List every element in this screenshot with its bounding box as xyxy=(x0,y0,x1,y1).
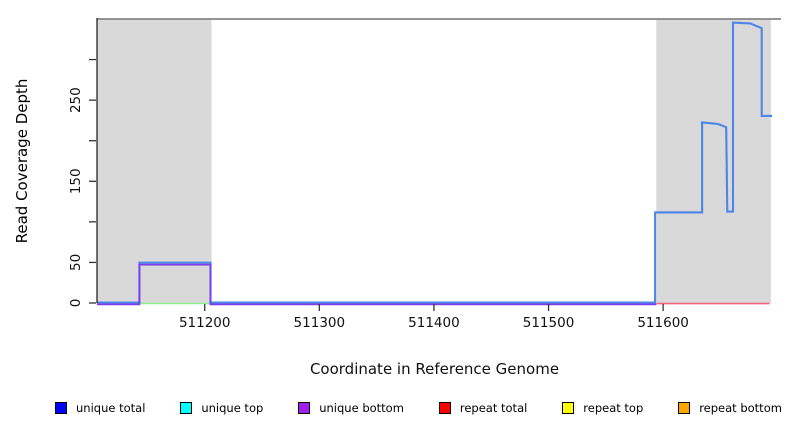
legend-swatch-repeat-top xyxy=(562,402,575,414)
y-axis-title: Read Coverage Depth xyxy=(13,78,31,244)
legend-item-unique-top: unique top xyxy=(180,401,263,415)
legend-label: repeat top xyxy=(583,401,644,415)
legend-item-unique-bottom: unique bottom xyxy=(298,401,404,415)
x-tick-label: 511300 xyxy=(294,315,346,331)
legend-label: unique bottom xyxy=(319,401,404,415)
x-axis-title: Coordinate in Reference Genome xyxy=(309,360,560,378)
legend-item-unique-total: unique total xyxy=(55,401,145,415)
legend-swatch-unique-top xyxy=(180,402,193,414)
legend-swatch-unique-bottom xyxy=(298,402,311,414)
legend-label: repeat bottom xyxy=(699,401,782,415)
x-tick-label: 511600 xyxy=(637,315,689,331)
legend-swatch-unique-total xyxy=(55,402,67,414)
right-repeat-region xyxy=(656,19,771,304)
y-tick-label: 0 xyxy=(68,299,84,308)
x-tick-label: 511200 xyxy=(179,315,231,331)
coverage-line-unique-total xyxy=(97,21,772,304)
legend-label: unique top xyxy=(201,401,264,415)
legend-item-repeat-total: repeat total xyxy=(438,401,528,415)
x-tick-label: 511400 xyxy=(408,315,460,331)
legend-label: repeat total xyxy=(459,401,528,415)
legend-item-repeat-top: repeat top xyxy=(562,401,643,415)
legend-item-repeat-bottom: repeat bottom xyxy=(678,401,782,415)
legend: unique total unique top unique bottom repea… xyxy=(55,401,782,415)
y-tick-label: 150 xyxy=(68,168,84,194)
legend-swatch-repeat-bottom xyxy=(678,402,691,414)
coverage-line-unique-bottom xyxy=(97,263,657,306)
left-repeat-region xyxy=(97,19,212,304)
x-tick-label: 511500 xyxy=(523,315,575,331)
legend-label: unique total xyxy=(76,401,146,415)
y-tick-label: 50 xyxy=(68,254,84,271)
legend-swatch-repeat-total xyxy=(438,402,451,414)
y-tick-label: 250 xyxy=(68,87,84,113)
